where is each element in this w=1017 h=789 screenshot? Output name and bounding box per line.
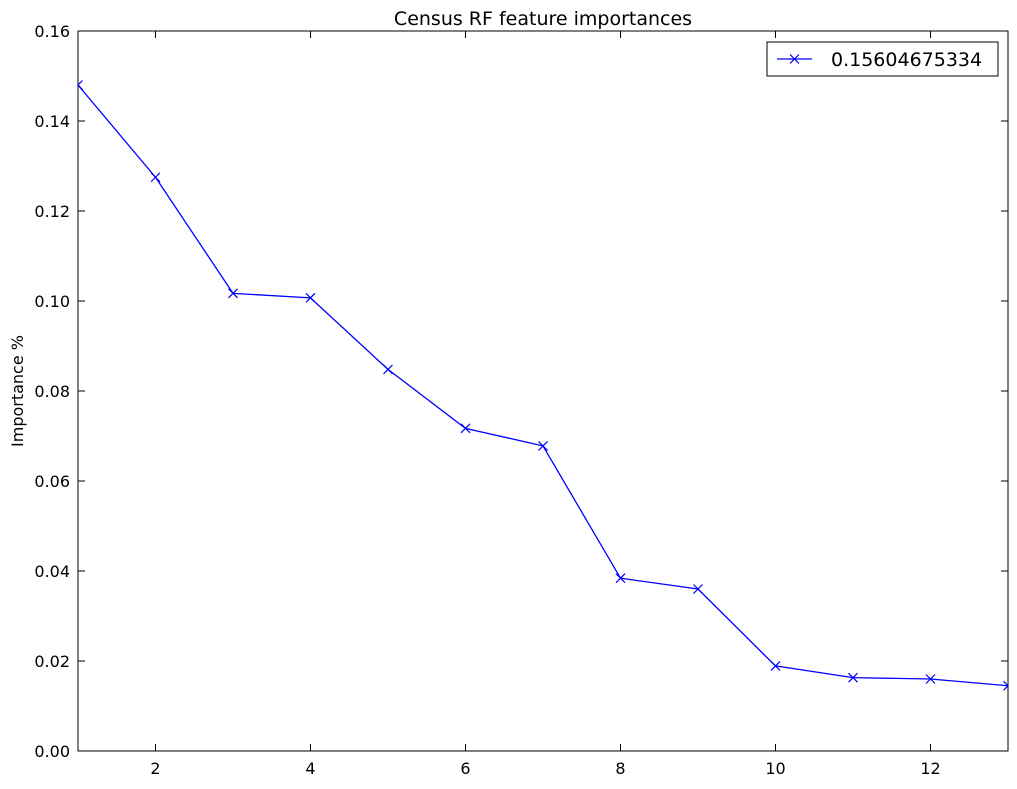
- y-axis-label: Importance %: [8, 335, 27, 447]
- y-tick-label: 0.02: [34, 652, 70, 671]
- data-point-marker: [538, 440, 548, 451]
- data-point-marker: [770, 661, 781, 671]
- plot-frame: [77, 30, 1009, 752]
- y-tick-label: 0.10: [34, 292, 70, 311]
- x-tick-label: 2: [150, 759, 160, 778]
- marker-stroke: [1003, 680, 1008, 687]
- marker-stroke: [770, 661, 781, 671]
- y-tick-label: 0.00: [34, 742, 70, 761]
- data-point-marker: [150, 172, 161, 183]
- marker-stroke: [305, 292, 316, 303]
- data-point-marker: [383, 364, 393, 375]
- marker-stroke: [1003, 684, 1008, 691]
- data-point-marker: [460, 423, 471, 434]
- data-point-marker: [305, 292, 316, 303]
- data-point-marker: [228, 288, 238, 299]
- y-tick-label: 0.14: [34, 112, 70, 131]
- data-point-marker: [78, 80, 83, 90]
- series-line: [78, 84, 1008, 687]
- legend-label: 0.15604675334: [831, 49, 982, 71]
- chart-title: Census RF feature importances: [394, 8, 692, 30]
- data-point-marker: [615, 573, 626, 584]
- data-point-marker: [693, 584, 703, 594]
- marker-stroke: [150, 172, 161, 183]
- marker-stroke: [615, 573, 626, 584]
- y-tick-label: 0.04: [34, 562, 70, 581]
- x-tick-label: 6: [460, 759, 470, 778]
- marker-stroke: [78, 84, 83, 90]
- data-point-marker: [848, 672, 858, 683]
- x-tick-label: 12: [920, 759, 940, 778]
- marker-stroke: [383, 364, 393, 375]
- plot-area: 2 4 6 8 10 12 0.00 0.02 0.04 0.06 0.08 0.10 0.12 0.14…: [34, 22, 1009, 778]
- marker-stroke: [848, 672, 858, 683]
- marker-stroke: [925, 674, 936, 684]
- marker-stroke: [78, 80, 83, 86]
- x-tick-label: 8: [615, 759, 625, 778]
- legend-marker-x: [789, 54, 800, 64]
- series-group: [78, 80, 1008, 691]
- x-tick-label: 4: [305, 759, 315, 778]
- marker-stroke: [460, 423, 471, 434]
- data-point-marker: [1003, 680, 1008, 691]
- legend-marker-stroke-group: [789, 54, 800, 64]
- marker-stroke: [693, 584, 703, 594]
- y-tick-label: 0.16: [34, 22, 70, 41]
- x-tick-label: 10: [765, 759, 785, 778]
- data-point-marker: [925, 674, 936, 684]
- y-tick-label: 0.08: [34, 382, 70, 401]
- y-tick-label: 0.06: [34, 472, 70, 491]
- legend: 0.15604675334: [766, 41, 999, 77]
- y-tick-label: 0.12: [34, 202, 70, 221]
- marker-stroke: [228, 288, 238, 299]
- marker-stroke: [538, 440, 548, 451]
- marker-stroke: [789, 54, 800, 64]
